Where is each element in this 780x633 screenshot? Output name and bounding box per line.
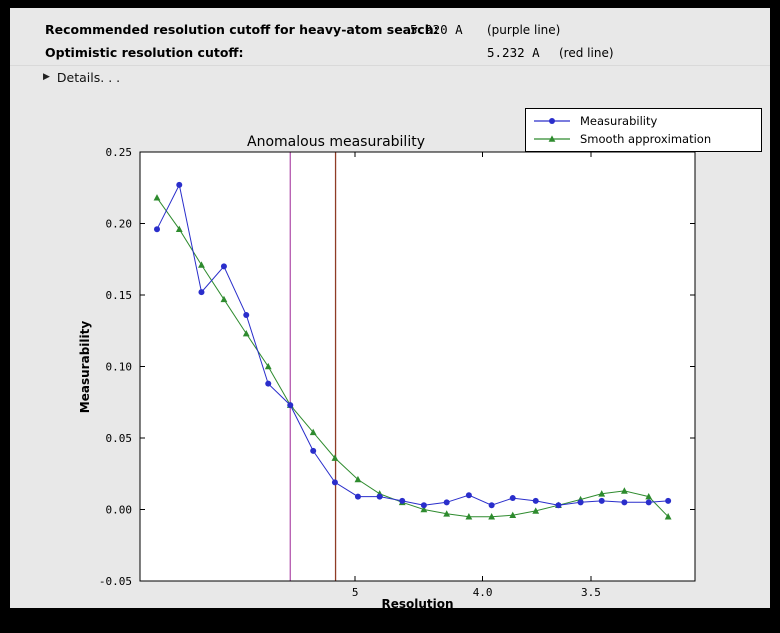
optimistic-cutoff-value: 5.232 A: [487, 45, 540, 60]
chart-title: Anomalous measurability: [247, 134, 425, 150]
optimistic-cutoff-note: (red line): [559, 46, 614, 60]
legend-label-measurability: Measurability: [580, 114, 658, 128]
x-axis-label: Resolution: [381, 597, 454, 611]
smooth-approximation-line-sample: [534, 135, 570, 142]
series-measurability: [153, 181, 672, 509]
y-tick-label: 0.10: [106, 361, 133, 374]
legend-item-smooth-approximation: Smooth approximation: [532, 130, 755, 148]
header-divider: [10, 65, 770, 66]
chart-figure: 5 4.0 3.5 0.25 0.20 0.15 0.10 0.05 0.00 -0.05 Ano…: [10, 8, 770, 611]
details-label: Details. . .: [56, 69, 121, 85]
y-axis-ticks: 0.25 0.20 0.15 0.10 0.05 0.00 -0.05: [99, 146, 695, 588]
y-tick-label: 0.00: [106, 504, 133, 517]
recommended-cutoff-note: (purple line): [487, 23, 561, 37]
legend-item-measurability: Measurability: [532, 112, 755, 130]
recommended-cutoff-label: Recommended resolution cutoff for heavy-…: [45, 22, 439, 37]
x-axis-ticks: 5 4.0 3.5: [352, 152, 601, 599]
y-tick-label: 0.15: [106, 289, 133, 302]
series-smooth-approximation: [153, 194, 672, 520]
y-axis-label: Measurability: [78, 320, 92, 414]
legend-label-smooth-approximation: Smooth approximation: [580, 132, 712, 146]
chart-legend: Measurability Smooth approximation: [525, 108, 762, 152]
y-tick-label: 0.25: [106, 146, 133, 159]
disclosure-triangle-icon[interactable]: ▶: [43, 71, 50, 82]
recommended-cutoff-value: 5.920 A: [410, 22, 463, 37]
y-tick-label: 0.20: [106, 218, 133, 231]
optimistic-cutoff-label: Optimistic resolution cutoff:: [45, 45, 244, 60]
chart-svg: 5 4.0 3.5 0.25 0.20 0.15 0.10 0.05 0.00 -0.05: [99, 146, 696, 599]
plot-area: [140, 152, 695, 581]
plot-frame: [139, 151, 696, 582]
measurability-line-sample: [534, 118, 570, 124]
details-disclosure[interactable]: ▶ Details. . .: [43, 68, 120, 86]
y-tick-label: 0.05: [106, 432, 133, 445]
y-tick-label: -0.05: [99, 575, 132, 588]
app-panel: Recommended resolution cutoff for heavy-…: [10, 8, 770, 611]
